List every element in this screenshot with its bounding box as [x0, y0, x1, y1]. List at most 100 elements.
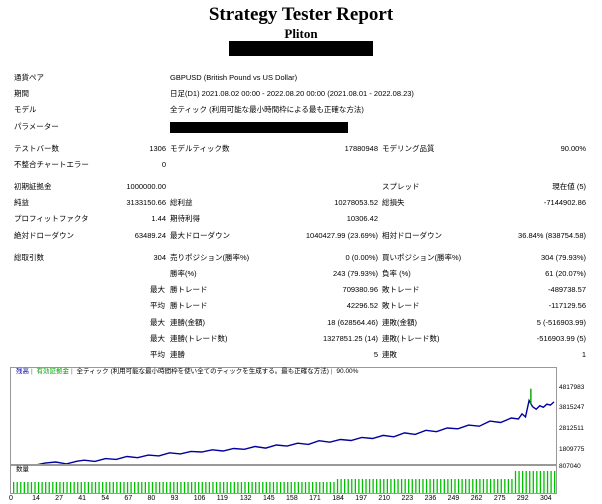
- volume-bar: [73, 482, 75, 493]
- volume-bar: [329, 482, 332, 493]
- max-cons-profit-prefix: 最大: [150, 334, 165, 343]
- volume-bar: [255, 482, 257, 493]
- total-trades-value: 304: [153, 253, 166, 262]
- x-tick-label: 158: [286, 495, 298, 502]
- avg-cons-wins-value: 5: [373, 350, 378, 359]
- volume-bar: [116, 482, 118, 493]
- volume-bar: [461, 479, 463, 493]
- volume-bar: [322, 482, 324, 493]
- volume-bar: [219, 482, 221, 493]
- volume-bar: [169, 482, 171, 493]
- volume-bar: [187, 482, 189, 493]
- volume-bar: [59, 482, 61, 493]
- x-tick-label: 0: [9, 495, 13, 502]
- volume-bar: [87, 482, 90, 493]
- x-tick-label: 119: [216, 495, 228, 502]
- volume-bar: [376, 479, 378, 493]
- volume-bar: [304, 482, 307, 493]
- profit-factor-value: 1.44: [151, 214, 166, 223]
- volume-bar: [368, 479, 371, 493]
- volume-bar: [226, 482, 228, 493]
- y-tick-label: 2812511: [559, 424, 584, 432]
- volume-bar: [194, 482, 196, 493]
- absolute-drawdown-value: 63489.24: [134, 231, 166, 240]
- x-tick-label: 132: [239, 495, 252, 502]
- max-cons-losses-label: 連敗(金額): [382, 318, 417, 327]
- volume-bar: [432, 479, 435, 493]
- volume-bar: [222, 482, 225, 493]
- volume-bar: [244, 482, 246, 493]
- volume-tick-label: 807040: [559, 463, 581, 470]
- volume-bar: [130, 482, 132, 493]
- volume-bar: [176, 482, 179, 493]
- volume-bar: [507, 479, 510, 493]
- volume-bar: [365, 479, 367, 493]
- volume-bar: [422, 479, 424, 493]
- volume-bar: [269, 482, 271, 493]
- volume-bar: [205, 482, 207, 493]
- legend-quality: 90.00%: [336, 368, 359, 375]
- volume-bar: [265, 482, 268, 493]
- volume-bar: [30, 482, 33, 493]
- volume-bar: [521, 471, 524, 493]
- volume-bar: [41, 482, 43, 493]
- short-positions-label: 売りポジション(勝率%): [170, 253, 250, 262]
- balance-line: [23, 398, 555, 464]
- volume-bar: [45, 482, 47, 493]
- volume-bar: [311, 482, 314, 493]
- balance-chart: [23, 388, 555, 464]
- avg-cons-prefix: 平均: [150, 350, 165, 359]
- volume-bar: [272, 482, 275, 493]
- volume-bar: [529, 471, 531, 493]
- net-profit-label: 純益: [14, 198, 29, 207]
- maximal-drawdown-label: 最大ドローダウン: [170, 231, 230, 240]
- volume-bar: [126, 482, 129, 493]
- spread-label: スプレッド: [382, 182, 420, 191]
- average-prefix: 平均: [150, 301, 165, 310]
- redaction-bar-params: [170, 122, 348, 133]
- volume-bar: [66, 482, 68, 493]
- volume-bar: [326, 482, 328, 493]
- x-tick-label: 210: [378, 495, 391, 502]
- volume-bar: [13, 482, 15, 493]
- x-tick-label: 171: [309, 495, 321, 502]
- symbol-value: GBPUSD (British Pound vs US Dollar): [170, 73, 298, 82]
- volume-bar: [16, 482, 18, 493]
- volume-bar: [20, 482, 22, 493]
- x-tick-label: 197: [355, 495, 367, 502]
- average-loss-label: 敗トレード: [382, 301, 420, 310]
- volume-bar: [119, 482, 122, 493]
- volume-bar: [91, 482, 93, 493]
- volume-bar: [84, 482, 86, 493]
- volume-bar: [493, 479, 495, 493]
- period-value: 日足(D1) 2021.08.02 00:00 - 2022.08.20 00:…: [170, 89, 414, 98]
- volume-bar: [532, 471, 534, 493]
- volume-bar: [500, 479, 502, 493]
- report-subtitle: Pliton: [284, 26, 318, 41]
- redaction-bar-account: [229, 41, 373, 56]
- expected-payoff-value: 10306.42: [346, 214, 378, 223]
- x-tick-label: 236: [424, 495, 437, 502]
- volume-bar: [393, 479, 396, 493]
- bars-value: 1306: [149, 144, 166, 153]
- volume-bar: [48, 482, 50, 493]
- y-tick-label: 4817983: [559, 383, 585, 391]
- volume-bar: [230, 482, 232, 493]
- volume-bar: [208, 482, 211, 493]
- quality-label: モデリング品質: [382, 144, 435, 153]
- x-tick-label: 184: [332, 495, 344, 502]
- volume-bar: [486, 479, 488, 493]
- volume-bar: [443, 479, 445, 493]
- volume-bar: [155, 482, 157, 493]
- max-cons-loss-value: -516903.99 (5): [536, 334, 586, 343]
- volume-bar: [27, 482, 29, 493]
- volume-bar: [351, 479, 353, 493]
- volume-bar: [425, 479, 428, 493]
- volume-bar: [109, 482, 111, 493]
- volume-bar: [173, 482, 175, 493]
- volume-bar: [240, 482, 243, 493]
- volume-bar: [447, 479, 449, 493]
- model-label: モデル: [14, 105, 37, 114]
- volume-bar: [415, 479, 417, 493]
- x-tick-label: 27: [55, 495, 63, 502]
